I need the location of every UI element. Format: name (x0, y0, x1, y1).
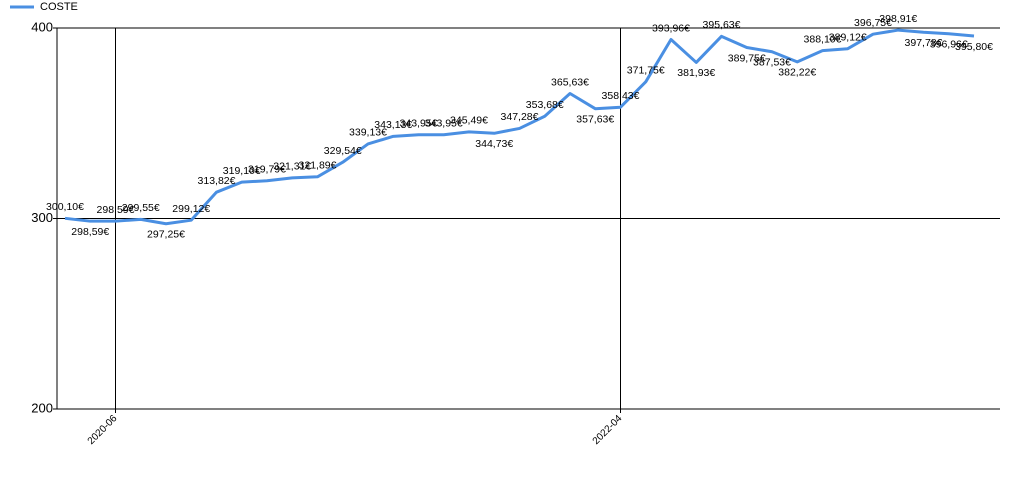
legend-label: COSTE (40, 1, 78, 13)
data-label: 395,63€ (703, 19, 741, 31)
data-label: 299,55€ (122, 202, 160, 214)
x-tick-label: 2022-04 (591, 413, 625, 447)
data-label: 319,10€ (223, 165, 261, 177)
data-label: 347,28€ (501, 111, 539, 123)
data-label: 343,13€ (374, 119, 412, 131)
data-label: 397,78€ (905, 37, 943, 49)
data-label: 298,59€ (97, 204, 135, 216)
data-label: 382,22€ (778, 67, 816, 79)
data-label: 321,31€ (273, 161, 311, 173)
data-label: 344,73€ (475, 138, 513, 150)
data-label: 388,10€ (804, 33, 842, 45)
data-label: 389,75€ (728, 52, 766, 64)
data-label: 297,25€ (147, 229, 185, 241)
data-label: 365,63€ (551, 76, 589, 88)
data-label: 393,96€ (652, 22, 690, 34)
y-tick-label: 200 (31, 400, 53, 415)
data-label: 300,10€ (46, 201, 84, 213)
line-series (64, 28, 975, 226)
data-label: 343,95€ (425, 118, 463, 130)
data-label: 396,75€ (854, 17, 892, 29)
data-label: 389,12€ (829, 32, 867, 44)
data-label: 387,53€ (753, 57, 791, 69)
data-label: 319,79€ (248, 164, 286, 176)
data-label: 357,63€ (576, 113, 614, 125)
data-label: 358,43€ (602, 90, 640, 102)
data-label: 345,49€ (450, 115, 488, 127)
data-label: 395,80€ (955, 41, 993, 53)
data-label: 299,12€ (172, 203, 210, 215)
data-label: 298,59€ (71, 226, 109, 238)
y-tick-label: 300 (31, 210, 53, 225)
data-label: 329,54€ (324, 145, 362, 157)
data-label: 353,68€ (526, 99, 564, 111)
data-label: 371,75€ (627, 65, 665, 77)
x-tick-label: 2020-06 (86, 413, 120, 447)
data-label: 343,95€ (400, 118, 438, 130)
data-label: 313,82€ (198, 175, 236, 187)
y-tick-label: 400 (31, 19, 53, 34)
data-label: 339,13€ (349, 127, 387, 139)
data-label: 396,96€ (930, 39, 968, 51)
data-label: 321,89€ (299, 160, 337, 172)
data-label: 398,91€ (879, 13, 917, 25)
data-label: 381,93€ (677, 67, 715, 79)
